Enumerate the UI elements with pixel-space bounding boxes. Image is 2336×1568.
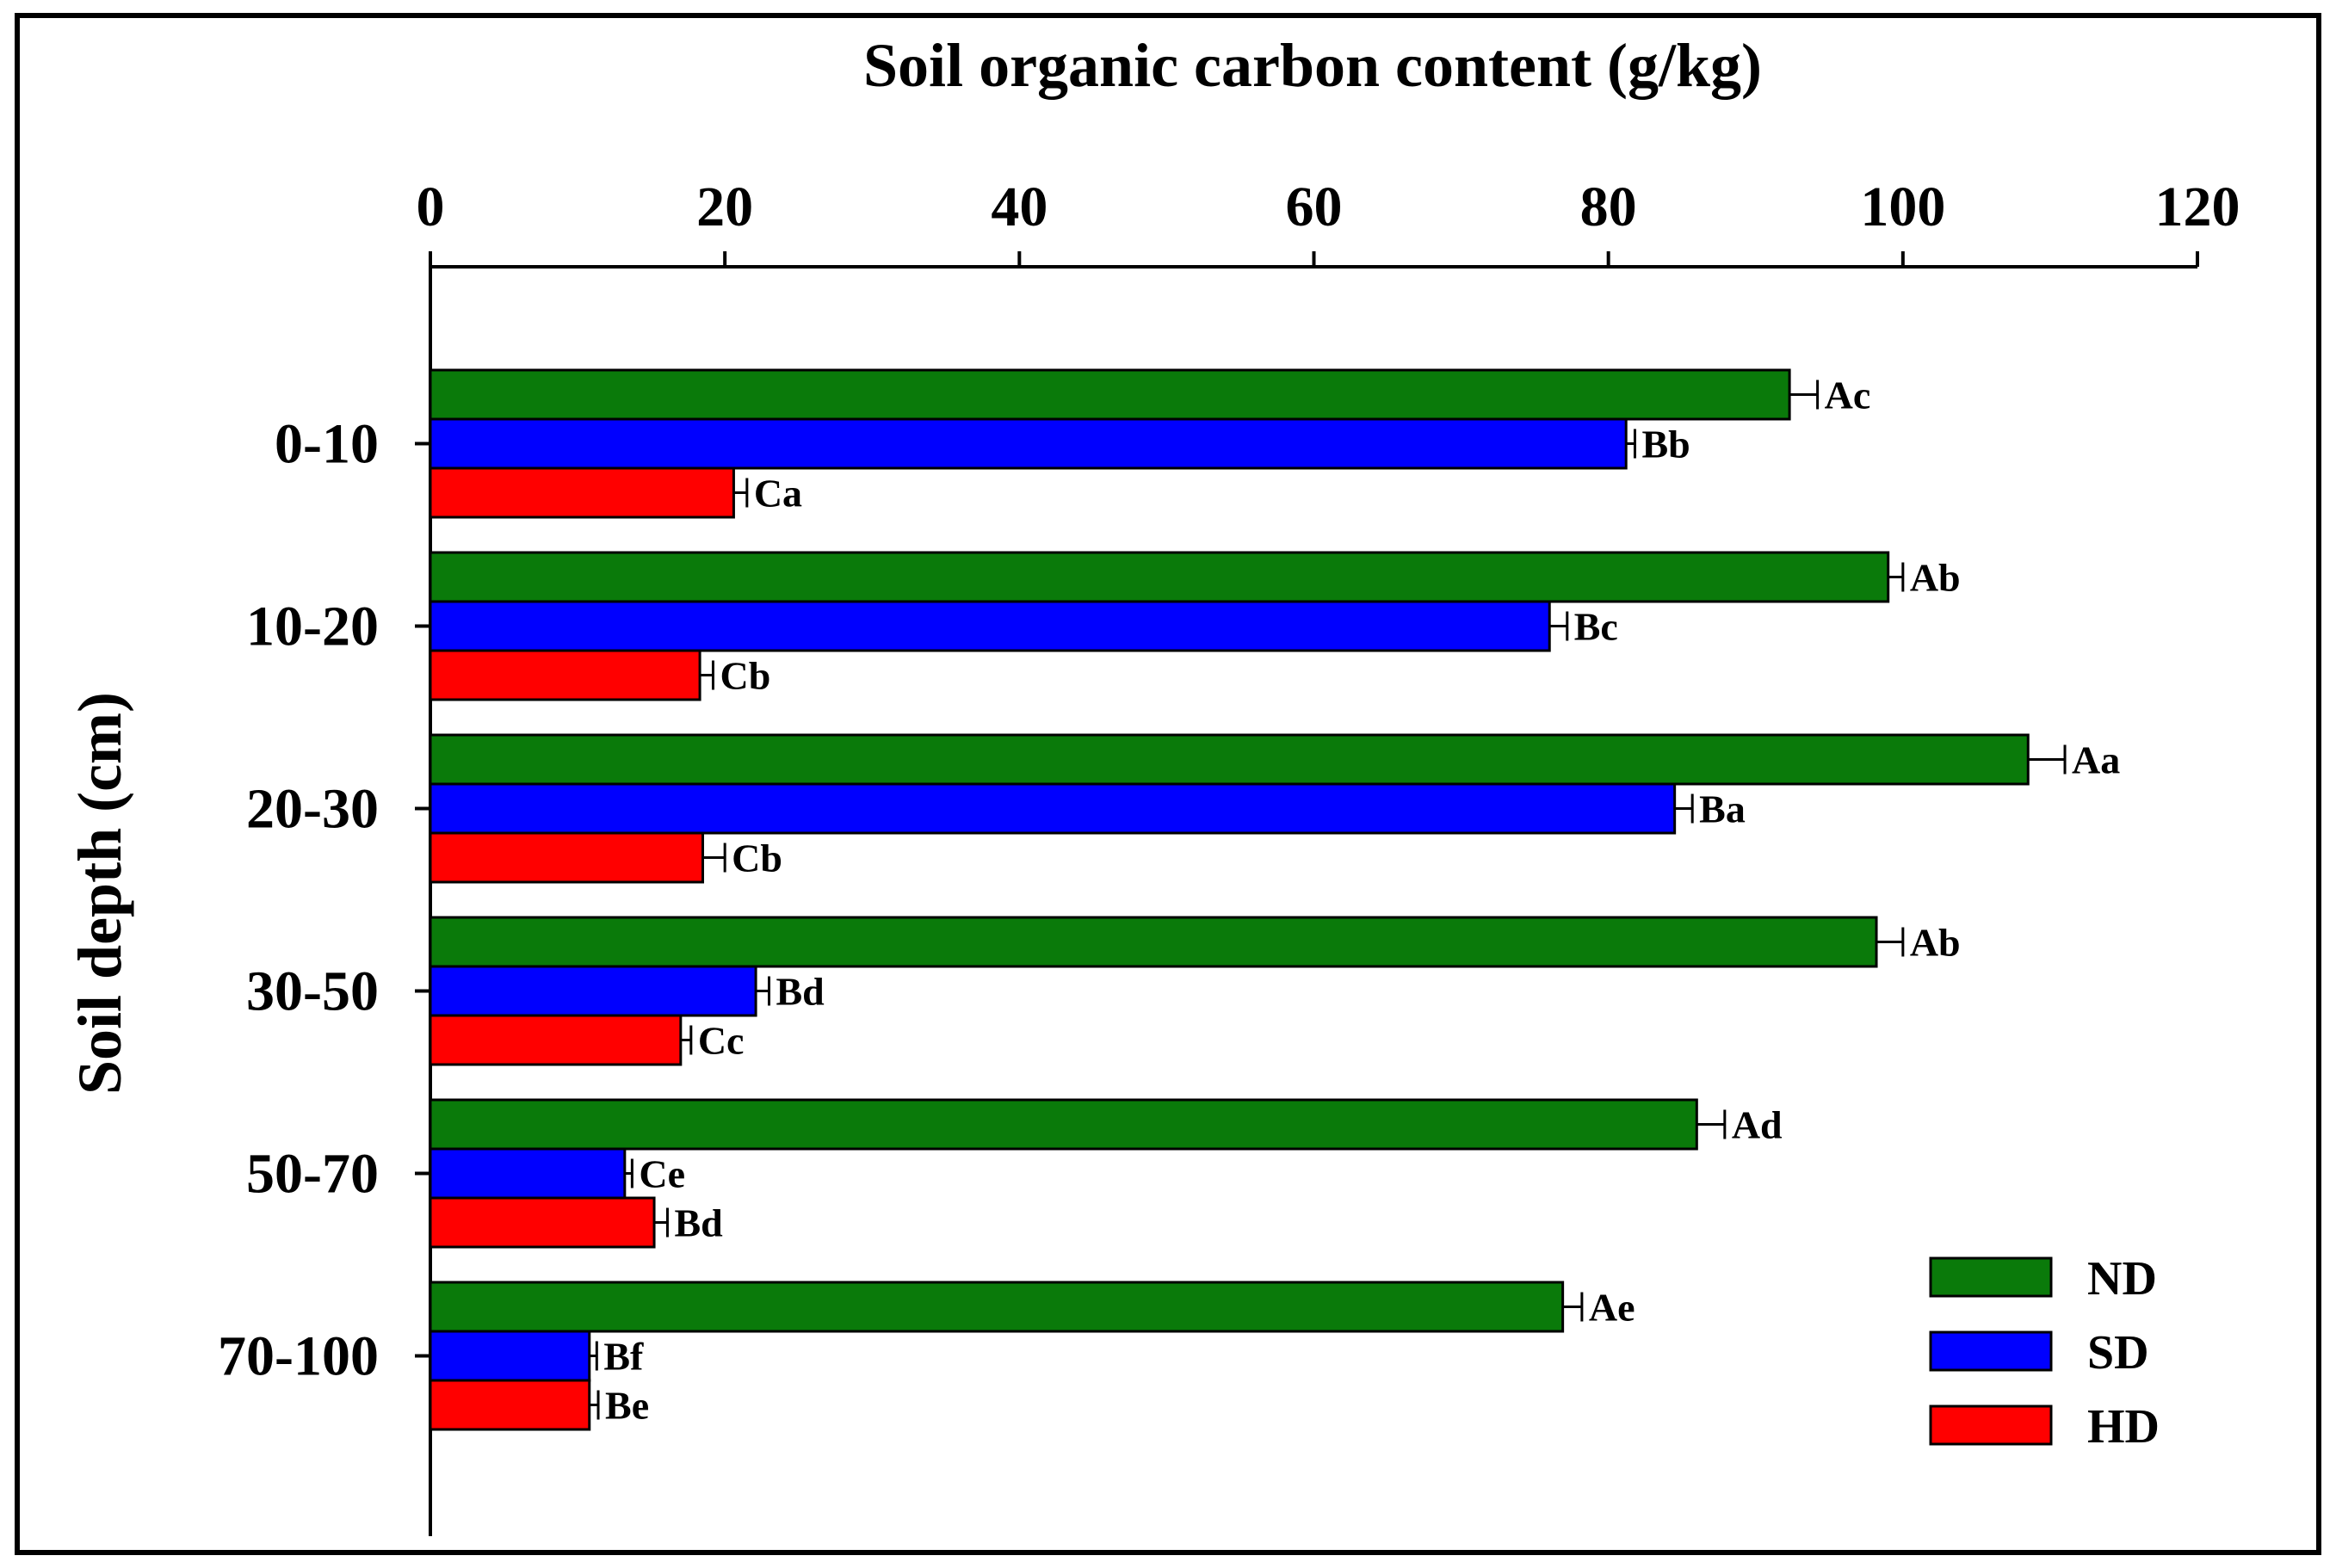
y-tick-label: 10-20	[246, 596, 379, 658]
chart-title: Soil organic carbon content (g/kg)	[863, 31, 1762, 100]
x-tick-label: 20	[696, 176, 753, 238]
y-ticks: 0-10 10-20 20-30 30-50 50-70 70-100	[218, 413, 430, 1388]
bar-hd-10-20	[429, 649, 701, 701]
significance-letter: Cb	[732, 836, 782, 880]
bar-sd-10-20	[429, 600, 1551, 652]
bar-hd-0-10	[429, 466, 735, 519]
significance-letter: Ca	[754, 472, 802, 515]
significance-letter: Bc	[1574, 605, 1618, 649]
bar-nd-30-50	[429, 916, 1878, 968]
significance-letter: Cb	[720, 654, 770, 698]
bar-nd-20-30	[429, 733, 2030, 786]
y-tick-label: 0-10	[275, 413, 379, 476]
significance-letter: Ad	[1732, 1103, 1783, 1147]
significance-letter: Bf	[603, 1335, 644, 1379]
bar-hd-70-100	[429, 1379, 591, 1431]
significance-letter: Ba	[1699, 787, 1746, 831]
y-tick-label: 20-30	[246, 778, 379, 841]
bar-nd-10-20	[429, 551, 1890, 603]
bar-nd-0-10	[429, 368, 1791, 421]
bar-nd-50-70	[429, 1098, 1698, 1151]
significance-letter: Ab	[1910, 921, 1961, 965]
y-axis-label: Soil depth (cm)	[65, 692, 134, 1095]
x-tick-label: 0	[417, 176, 445, 238]
bar-sd-0-10	[429, 417, 1628, 470]
legend-label-nd: ND	[2087, 1252, 2157, 1306]
legend-label-sd: SD	[2087, 1326, 2149, 1380]
significance-letter: Ce	[639, 1152, 685, 1196]
bar-hd-30-50	[429, 1014, 683, 1066]
bar-sd-50-70	[429, 1147, 627, 1200]
bar-sd-70-100	[429, 1330, 591, 1382]
y-tick-label: 30-50	[246, 960, 379, 1023]
bar-hd-20-30	[429, 831, 705, 884]
legend-swatch-hd	[1929, 1404, 2053, 1446]
significance-letter: Bd	[674, 1201, 723, 1245]
legend-label-hd: HD	[2087, 1400, 2160, 1454]
bar-sd-20-30	[429, 782, 1677, 835]
significance-letter: Ac	[1825, 373, 1871, 417]
x-tick-label: 100	[1860, 176, 1945, 238]
significance-letter: Cc	[698, 1019, 745, 1063]
x-tick-label: 120	[2155, 176, 2240, 238]
significance-letter: Ae	[1589, 1286, 1635, 1330]
legend: ND SD HD	[1929, 1252, 2160, 1454]
bar-hd-50-70	[429, 1196, 656, 1249]
significance-letter: Aa	[2072, 738, 2120, 782]
bar-sd-30-50	[429, 965, 757, 1017]
x-tick-label: 80	[1580, 176, 1637, 238]
x-tick-label: 60	[1286, 176, 1343, 238]
significance-letter: Ab	[1910, 556, 1961, 600]
y-tick-label: 70-100	[218, 1325, 379, 1388]
significance-letter: Bd	[776, 970, 825, 1014]
x-tick-label: 40	[991, 176, 1047, 238]
y-tick-label: 50-70	[246, 1143, 379, 1206]
x-ticks: 0 20 40 60 80 100 120	[417, 176, 2240, 267]
legend-swatch-sd	[1929, 1330, 2053, 1372]
bars: Ac Bb Ca Ab Bc Cb Aa Ba Cb Ab Bd Cc Ad Ce Bd Ae Bf Be	[429, 368, 2120, 1431]
bar-nd-70-100	[429, 1281, 1565, 1333]
significance-letter: Be	[605, 1384, 649, 1428]
significance-letter: Bb	[1641, 423, 1690, 466]
legend-swatch-nd	[1929, 1256, 2053, 1298]
